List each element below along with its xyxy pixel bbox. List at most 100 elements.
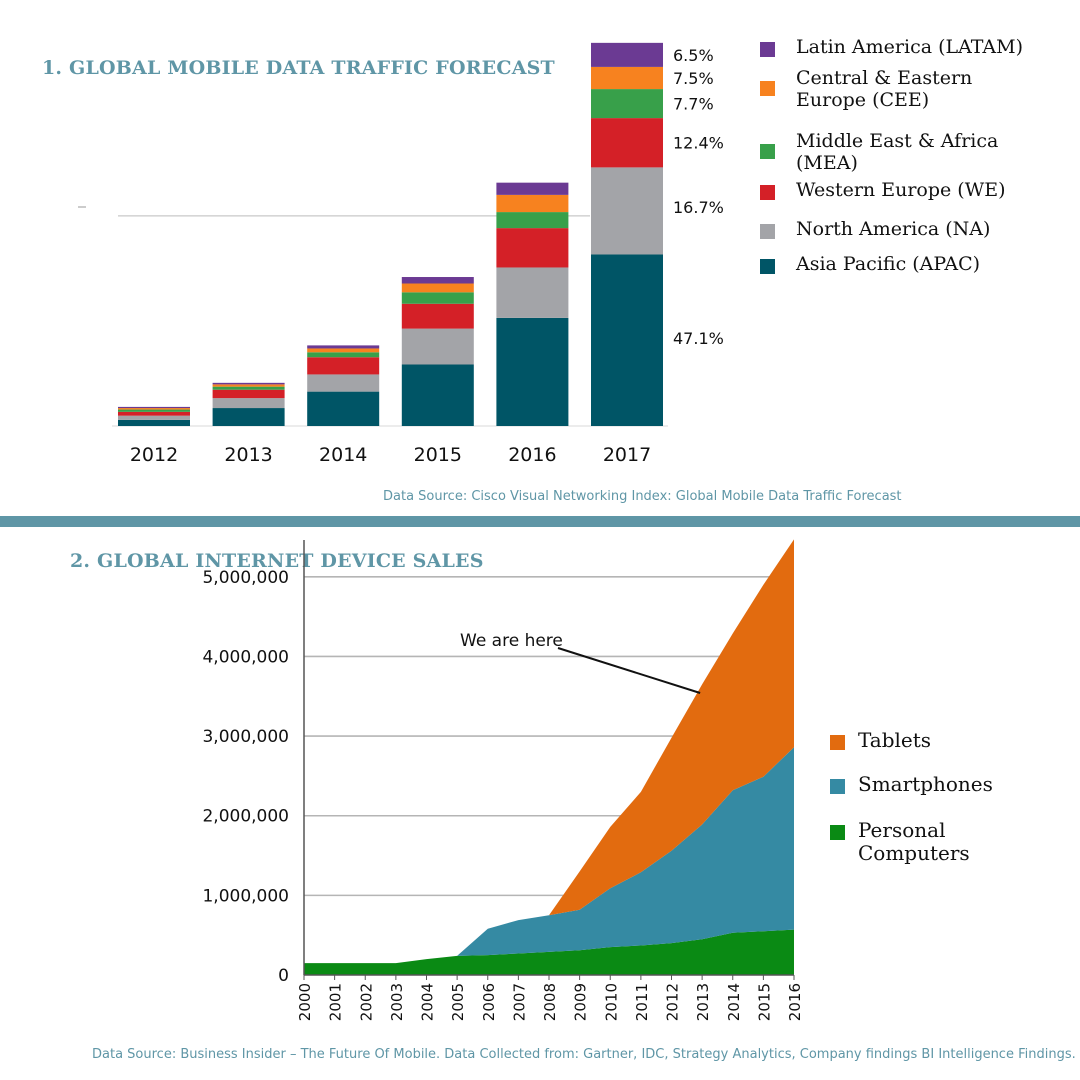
bar-asia-pacific-apac-2013 <box>212 408 285 426</box>
data-label-north-america-na: 16.7% <box>673 198 724 217</box>
bar-latin-america-latam-2016 <box>496 182 569 195</box>
bar-central-eastern-europe-cee-2016 <box>496 194 569 213</box>
legend-label: Smartphones <box>858 772 993 796</box>
bar-north-america-na-2016 <box>496 267 569 318</box>
bar-latin-america-latam-2012 <box>118 406 190 409</box>
legend-label: Central & Eastern Europe (CEE) <box>796 67 973 111</box>
legend-label: Western Europe (WE) <box>796 179 1006 201</box>
chart1-source: Data Source: Cisco Visual Networking Ind… <box>383 489 902 504</box>
legend-label: Asia Pacific (APAC) <box>796 253 981 275</box>
bar-north-america-na-2015 <box>401 328 474 365</box>
bar-western-europe-we-2016 <box>496 228 569 268</box>
legend-swatch <box>760 185 775 200</box>
bar-asia-pacific-apac-2015 <box>401 364 474 426</box>
data-label-middle-east-africa-mea: 7.7% <box>673 95 714 114</box>
bar-central-eastern-europe-cee-2015 <box>401 283 474 293</box>
bar-middle-east-africa-mea-2014 <box>307 352 380 358</box>
x-tick-label: 2006 <box>480 983 498 1021</box>
x-tick-label: 2005 <box>449 983 467 1021</box>
x-tick-label: 2004 <box>419 983 437 1021</box>
legend-swatch <box>760 42 775 57</box>
legend-label: Tablets <box>858 728 932 752</box>
y-tick-label: 3,000,000 <box>202 727 289 747</box>
area-tablets <box>304 539 794 964</box>
bar-western-europe-we-2012 <box>118 411 190 416</box>
legend-swatch <box>830 825 845 840</box>
bar-latin-america-latam-2015 <box>401 277 474 284</box>
bar-middle-east-africa-mea-2013 <box>212 386 285 390</box>
chart2-title: 2. GLOBAL INTERNET DEVICE SALES <box>70 550 484 572</box>
x-tick-label: 2012 <box>130 444 178 466</box>
chart2-source: Data Source: Business Insider – The Futu… <box>92 1047 1080 1062</box>
bar-north-america-na-2013 <box>212 398 285 409</box>
x-tick-label: 2002 <box>357 983 375 1021</box>
y-tick-label: 0 <box>278 966 289 986</box>
legend-label: North America (NA) <box>796 218 991 240</box>
bar-central-eastern-europe-cee-2017 <box>591 66 663 90</box>
x-tick-label: 2015 <box>414 444 462 466</box>
x-tick-label: 2009 <box>572 983 590 1021</box>
y-tick-label: 1,000,000 <box>202 886 289 906</box>
bar-central-eastern-europe-cee-2013 <box>212 384 285 387</box>
x-tick-label: 2010 <box>602 983 620 1021</box>
x-tick-label: 2015 <box>755 983 773 1021</box>
bar-central-eastern-europe-cee-2014 <box>307 348 380 353</box>
legend-label: Middle East & Africa (MEA) <box>796 130 999 174</box>
x-tick-label: 2013 <box>224 444 272 466</box>
bar-western-europe-we-2017 <box>591 118 663 168</box>
bar-western-europe-we-2013 <box>212 389 285 399</box>
x-tick-label: 2012 <box>664 983 682 1021</box>
bar-asia-pacific-apac-2017 <box>591 254 663 426</box>
bar-asia-pacific-apac-2016 <box>496 317 569 426</box>
x-tick-label: 2014 <box>319 444 367 466</box>
x-tick-label: 2013 <box>694 983 712 1021</box>
x-tick-label: 2008 <box>541 983 559 1021</box>
legend-label: Personal Computers <box>858 818 970 865</box>
x-tick-label: 2011 <box>633 983 651 1021</box>
bar-western-europe-we-2014 <box>307 357 380 375</box>
bar-middle-east-africa-mea-2016 <box>496 212 569 229</box>
bar-middle-east-africa-mea-2017 <box>591 89 663 119</box>
x-tick-label: 2016 <box>786 983 804 1021</box>
chart1-title: 1. GLOBAL MOBILE DATA TRAFFIC FORECAST <box>42 57 555 79</box>
x-tick-label: 2017 <box>603 444 651 466</box>
area-smartphones <box>304 747 794 964</box>
x-tick-label: 2003 <box>388 983 406 1021</box>
bar-latin-america-latam-2014 <box>307 345 380 349</box>
mobile-traffic-chart: 2012 2013 2014 2015 2016 2017 6.5% 7.5% 7.7% 12.4… <box>78 42 724 466</box>
bar-latin-america-latam-2013 <box>212 382 285 385</box>
bar-western-europe-we-2015 <box>401 303 474 329</box>
x-tick-label: 2007 <box>510 983 528 1021</box>
legend-swatch <box>760 259 775 274</box>
bar-north-america-na-2012 <box>118 415 190 420</box>
x-tick-label: 2016 <box>508 444 556 466</box>
y-tick-label: 4,000,000 <box>202 647 289 667</box>
legend-swatch <box>830 735 845 750</box>
area-personal-computers <box>304 929 794 975</box>
legend-swatch <box>760 224 775 239</box>
bar-central-eastern-europe-cee-2012 <box>118 408 190 410</box>
section-divider <box>0 516 1080 527</box>
device-sales-chart: 0 1,000,000 2,000,000 3,000,000 4,000,000 5,0… <box>202 539 804 1021</box>
bar-north-america-na-2017 <box>591 167 663 255</box>
x-tick-label: 2001 <box>327 983 345 1021</box>
y-tick-label: 2,000,000 <box>202 807 289 827</box>
bar-asia-pacific-apac-2014 <box>307 391 380 426</box>
data-label-latin-america-latam: 6.5% <box>673 46 714 65</box>
legend-swatch <box>760 81 775 96</box>
bar-asia-pacific-apac-2012 <box>118 419 190 426</box>
annotation-pointer <box>557 647 701 694</box>
x-tick-label: 2014 <box>725 983 743 1021</box>
annotation-label: We are here <box>460 631 563 651</box>
bar-latin-america-latam-2017 <box>591 42 663 67</box>
legend-label: Latin America (LATAM) <box>796 36 1024 58</box>
legend-swatch <box>830 779 845 794</box>
data-label-asia-pacific-apac: 47.1% <box>673 329 724 348</box>
data-label-central-eastern-europe-cee: 7.5% <box>673 69 714 88</box>
bar-middle-east-africa-mea-2012 <box>118 409 190 412</box>
data-label-western-europe-we: 12.4% <box>673 134 724 153</box>
legend-swatch <box>760 144 775 159</box>
bar-middle-east-africa-mea-2015 <box>401 292 474 304</box>
y-tick-label: 5,000,000 <box>202 568 289 588</box>
bar-north-america-na-2014 <box>307 374 380 392</box>
